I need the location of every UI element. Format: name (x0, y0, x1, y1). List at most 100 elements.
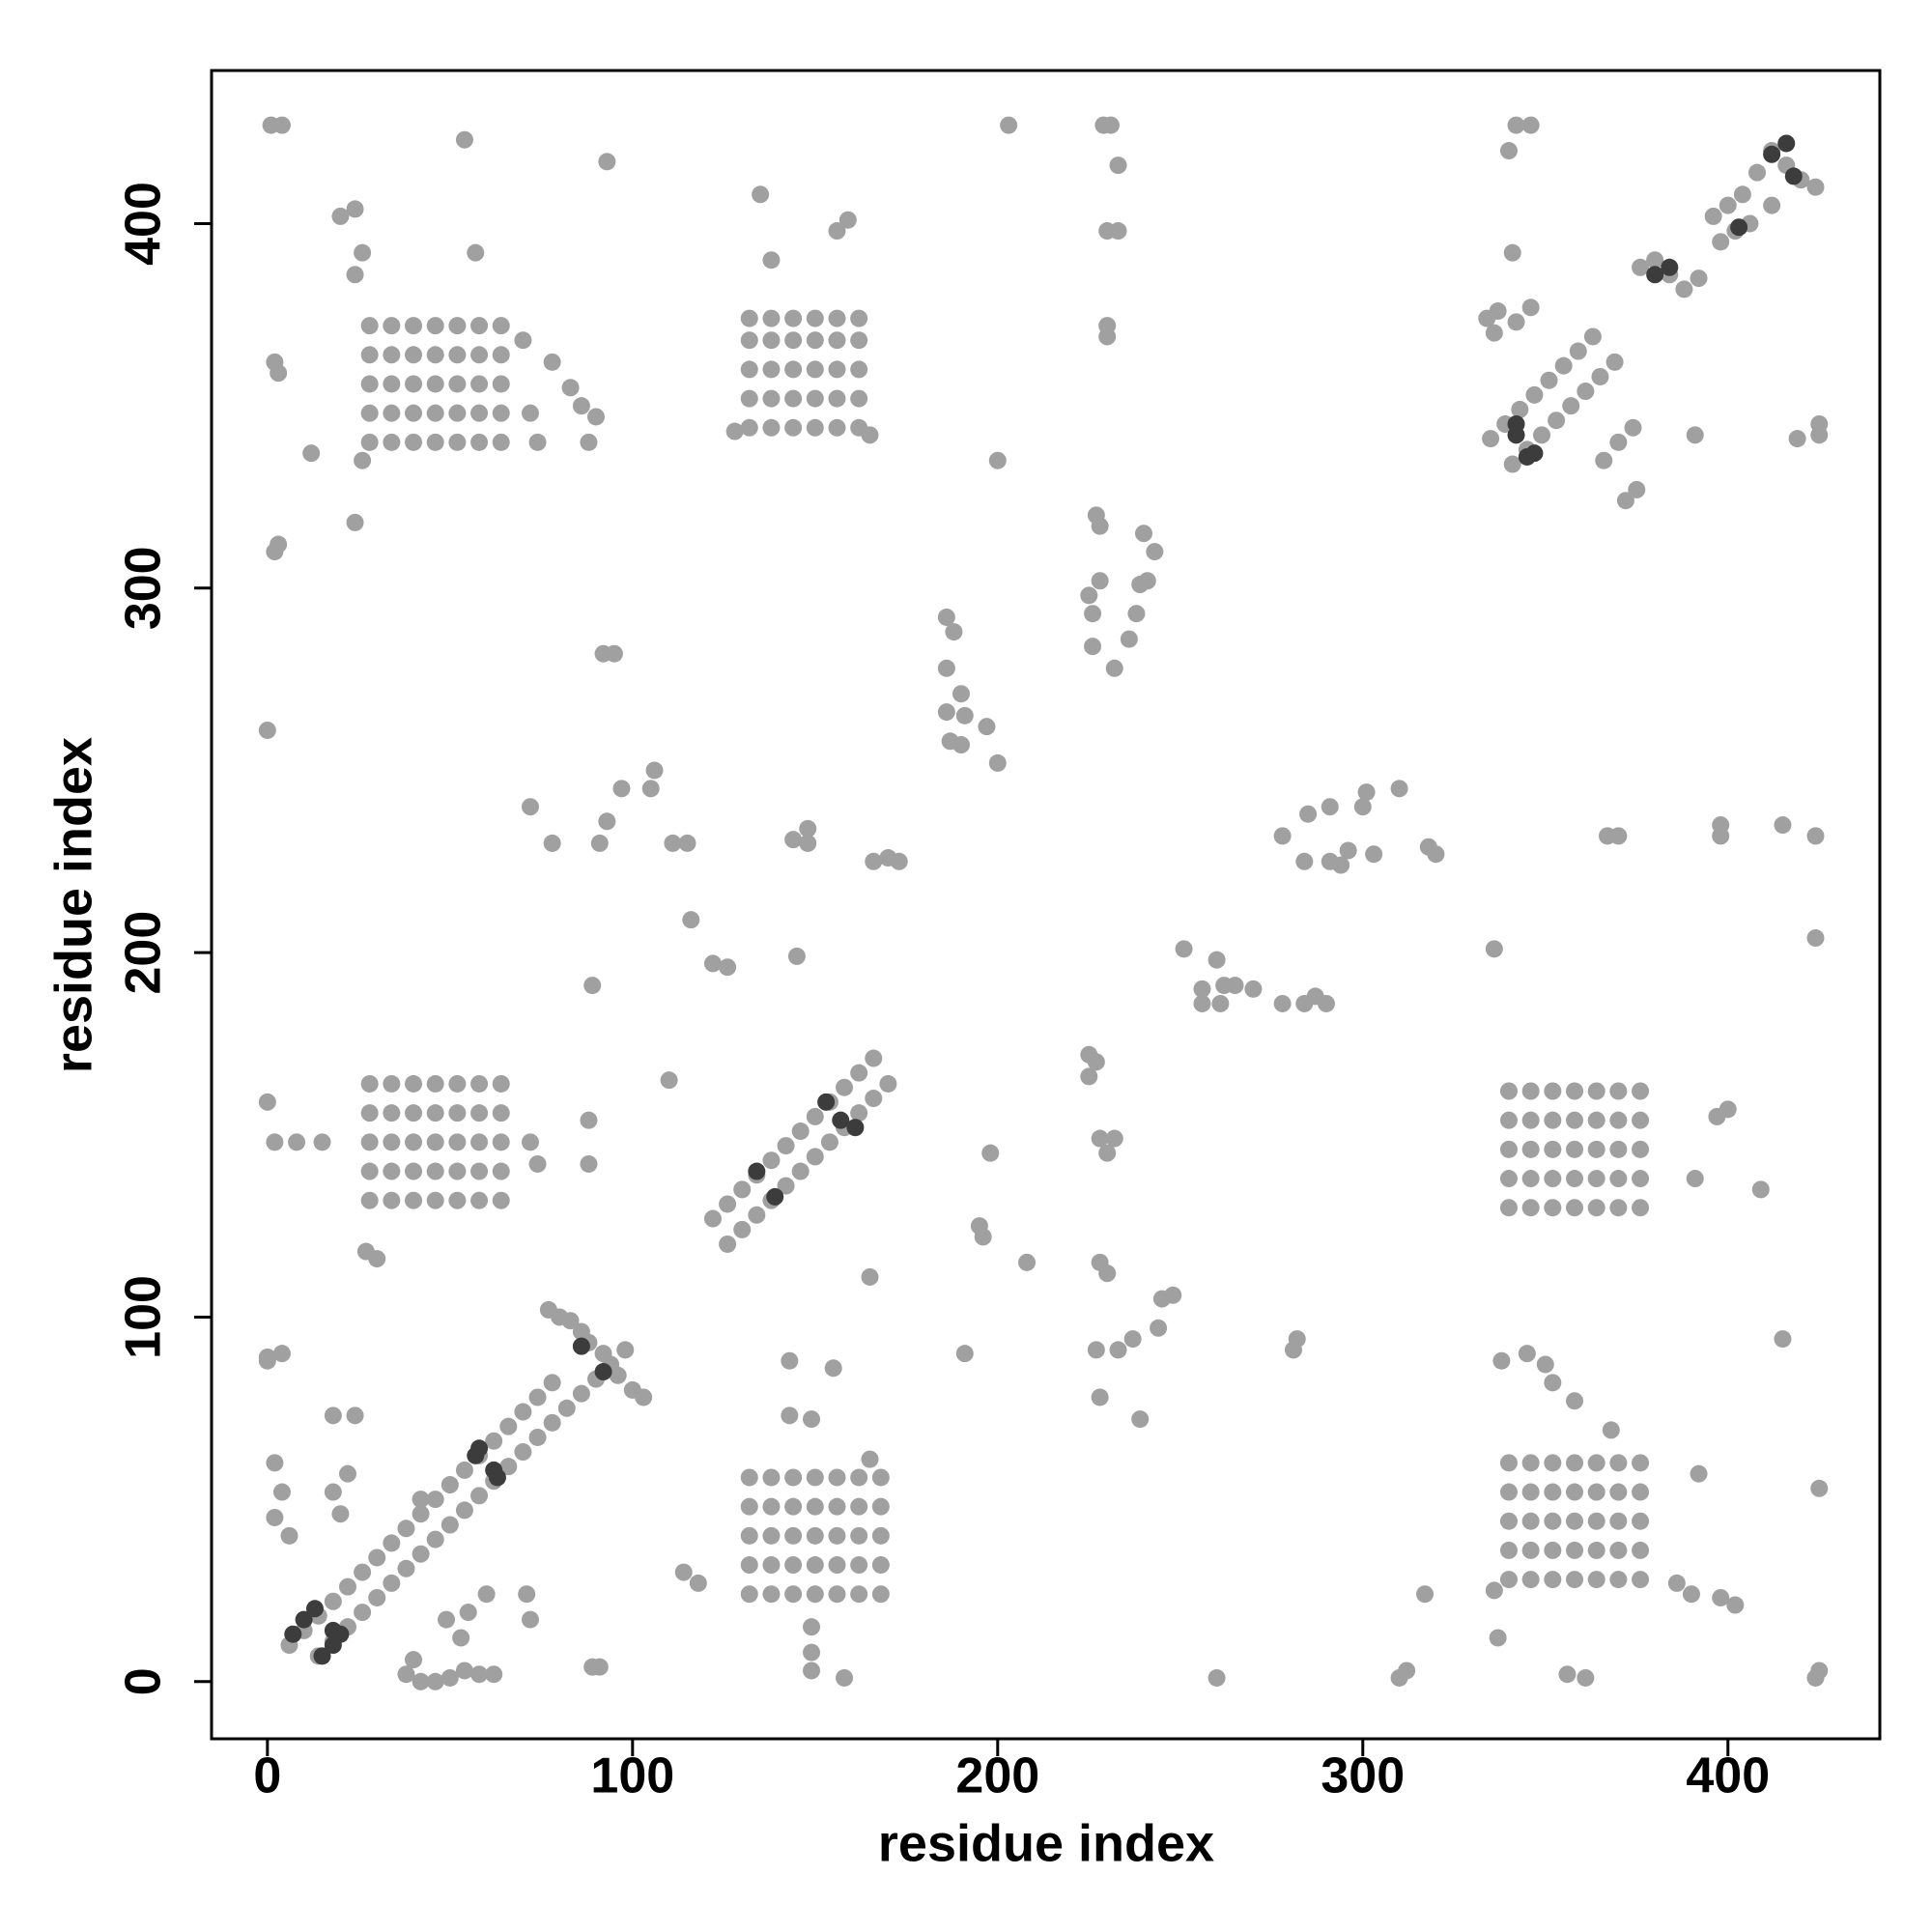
contact-point (1595, 451, 1613, 469)
contact-point (784, 389, 803, 408)
contact-point (740, 1556, 758, 1575)
contact-point (360, 433, 379, 451)
contact-point (1518, 1345, 1536, 1363)
y-axis-title: residue index (44, 737, 102, 1073)
contact-point (1646, 266, 1664, 284)
contact-point (397, 1559, 415, 1577)
contact-point (1632, 1199, 1650, 1217)
contact-point (470, 1191, 489, 1209)
contact-point (346, 200, 364, 218)
contact-point (1632, 1512, 1650, 1530)
contact-point (1489, 1629, 1507, 1647)
contact-point (1763, 196, 1781, 214)
contact-point (572, 397, 590, 415)
contact-point (1273, 827, 1292, 845)
contact-point (850, 309, 868, 327)
x-tick-label: 100 (590, 1748, 674, 1804)
contact-point (1810, 1479, 1829, 1497)
plot-frame (210, 69, 1882, 1741)
contact-point (784, 418, 803, 437)
contact-point (806, 1556, 824, 1575)
contact-point (871, 1585, 890, 1604)
contact-point (850, 360, 868, 379)
contact-point (988, 451, 1007, 469)
contact-point (1353, 798, 1372, 816)
contact-point (1544, 1140, 1562, 1158)
contact-point (719, 1195, 737, 1213)
contact-point (828, 331, 846, 350)
contact-point (740, 389, 758, 408)
contact-point (360, 1104, 379, 1122)
contact-point (405, 404, 423, 422)
contact-point (470, 317, 489, 335)
contact-point (470, 433, 489, 451)
contact-point (871, 1526, 890, 1545)
contact-point (1123, 1330, 1142, 1349)
contact-point (1499, 1170, 1518, 1188)
contact-point (360, 404, 379, 422)
contact-point (360, 1133, 379, 1151)
contact-point (781, 1406, 799, 1425)
contact-point (1609, 1541, 1628, 1559)
contact-point (1609, 1082, 1628, 1100)
contact-point (470, 375, 489, 393)
contact-point (1566, 1170, 1584, 1188)
contact-point (492, 433, 510, 451)
contact-point (331, 207, 350, 225)
contact-point (1544, 1454, 1562, 1472)
contact-point (806, 360, 824, 379)
contact-point (1478, 309, 1496, 327)
contact-point (988, 753, 1007, 772)
contact-point (777, 1177, 795, 1195)
contact-point (587, 408, 606, 426)
contact-point (1084, 638, 1102, 656)
contact-point (945, 623, 963, 641)
contact-point (1357, 783, 1376, 802)
contact-point (1566, 1392, 1584, 1410)
contact-point (1605, 353, 1624, 371)
contact-point (1532, 426, 1550, 444)
contact-point (784, 1526, 803, 1545)
contact-point (405, 1104, 423, 1122)
contact-point (1482, 430, 1500, 448)
contact-point (1087, 1053, 1105, 1071)
contact-point (1566, 1082, 1584, 1100)
contact-point (799, 819, 817, 838)
contact-point (777, 1137, 795, 1155)
contact-point (1587, 1541, 1605, 1559)
contact-point (1499, 1140, 1518, 1158)
contact-point (820, 1133, 838, 1151)
contact-point (1503, 243, 1521, 262)
contact-point (1120, 630, 1138, 648)
contact-point (528, 1154, 547, 1173)
contact-point (492, 1133, 510, 1151)
contact-point (1105, 659, 1123, 677)
contact-point (1602, 1421, 1620, 1439)
x-tick-label: 400 (1686, 1748, 1770, 1804)
contact-point (865, 1090, 883, 1108)
contact-point (521, 404, 539, 422)
contact-point (1226, 977, 1244, 995)
contact-point (850, 1104, 868, 1122)
contact-point (1587, 1512, 1605, 1530)
contact-point (1675, 280, 1693, 298)
contact-point (806, 418, 824, 437)
contact-point (426, 1162, 444, 1180)
contact-point (1499, 1483, 1518, 1501)
contact-point (828, 1468, 846, 1487)
contact-point (806, 1585, 824, 1604)
contact-point (1661, 258, 1679, 276)
contact-point (426, 1530, 444, 1548)
contact-point (383, 1104, 401, 1122)
contact-point (1587, 1454, 1605, 1472)
contact-point (740, 360, 758, 379)
contact-point (1521, 1199, 1540, 1217)
contact-point (397, 1665, 415, 1684)
contact-point (865, 852, 883, 870)
contact-point (850, 389, 868, 408)
contact-point (762, 1468, 781, 1487)
contact-point (383, 1133, 401, 1151)
contact-point (740, 331, 758, 350)
contact-point (492, 1074, 510, 1093)
